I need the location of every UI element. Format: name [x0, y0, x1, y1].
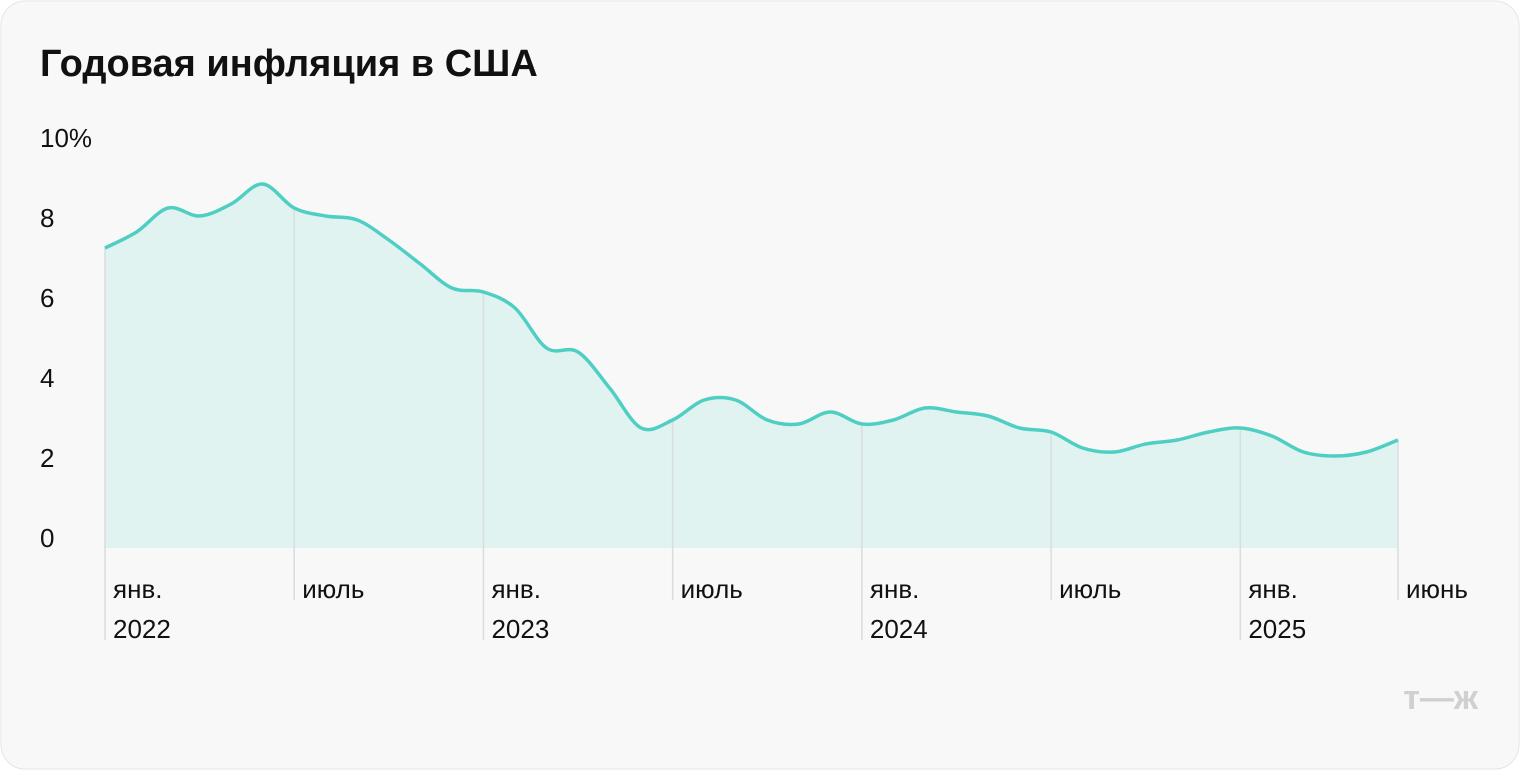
line [104, 182, 1399, 458]
y-tick-label: 6 [40, 283, 54, 313]
y-tick-label: 4 [40, 363, 54, 393]
y-tick-label: 0 [40, 523, 54, 553]
x-tick-label: июль [302, 574, 364, 604]
x-tick-label: 2023 [491, 614, 549, 644]
x-tick-label: июль [681, 574, 743, 604]
x-tick-label: янв. [113, 574, 162, 604]
chart-title: Годовая инфляция в США [40, 43, 538, 85]
logo: т—ж [1403, 679, 1479, 717]
x-tick-label: 2025 [1248, 614, 1306, 644]
x-tick-label: 2024 [870, 614, 928, 644]
x-tick-label: 2022 [113, 614, 171, 644]
area [105, 183, 1398, 548]
x-tick-label: янв. [870, 574, 919, 604]
y-tick-label: 8 [40, 203, 54, 233]
x-tick-label: июль [1059, 574, 1121, 604]
y-tick-label: 2 [40, 443, 54, 473]
x-tick-label: июнь [1406, 574, 1468, 604]
x-tick-label: янв. [491, 574, 540, 604]
y-tick-label: 10% [40, 123, 92, 153]
x-tick-label: янв. [1248, 574, 1297, 604]
